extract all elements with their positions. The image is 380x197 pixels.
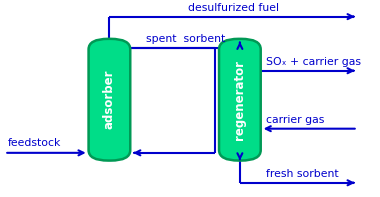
Text: carrier gas: carrier gas xyxy=(266,115,325,125)
Text: adsorber: adsorber xyxy=(103,70,116,129)
Text: SOₓ + carrier gas: SOₓ + carrier gas xyxy=(266,57,361,67)
Text: desulfurized fuel: desulfurized fuel xyxy=(188,3,279,13)
Text: feedstock: feedstock xyxy=(8,138,61,148)
FancyBboxPatch shape xyxy=(219,39,261,161)
Text: regenerator: regenerator xyxy=(233,60,246,140)
FancyBboxPatch shape xyxy=(89,39,130,161)
Text: spent  sorbent: spent sorbent xyxy=(146,34,225,44)
Text: fresh sorbent: fresh sorbent xyxy=(266,169,339,179)
